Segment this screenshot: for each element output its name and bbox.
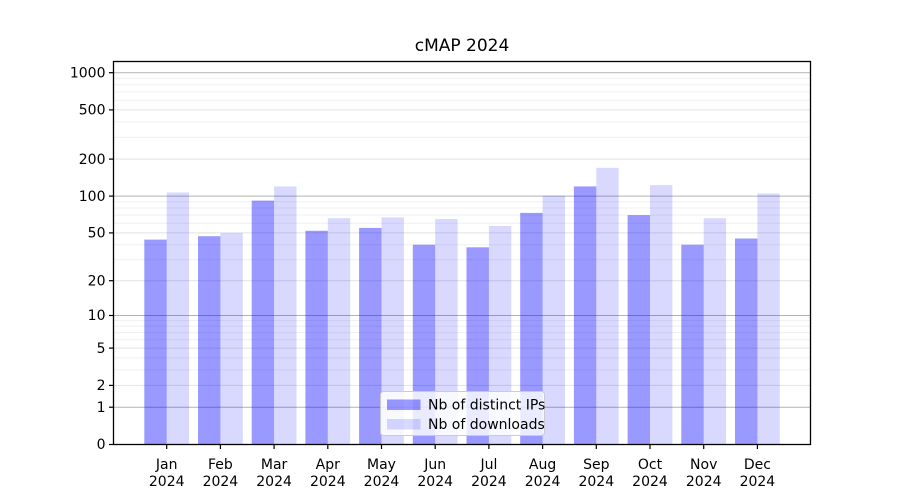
bar-oct-downloads — [650, 185, 673, 445]
bar-jul-downloads — [488, 226, 512, 445]
legend-box — [380, 391, 545, 436]
y-tick-label: 2 — [97, 378, 106, 394]
x-tick-label-year: 2024 — [686, 474, 722, 490]
x-tick-label-month: Jan — [155, 457, 178, 473]
y-tick-label: 100 — [79, 189, 106, 205]
y-tick-label: 0 — [97, 437, 106, 453]
bar-dec-downloads — [757, 193, 780, 445]
x-tick-label-month: Jun — [423, 457, 446, 473]
legend: Nb of distinct IPs Nb of downloads — [380, 391, 545, 436]
y-tick-label: 5 — [97, 341, 106, 357]
legend-swatch-distinct-ips-icon — [387, 399, 421, 410]
x-tick-label-year: 2024 — [310, 474, 346, 490]
y-tick-label: 20 — [88, 273, 106, 289]
legend-swatch-downloads-icon — [387, 419, 421, 430]
y-tick-label: 1000 — [70, 65, 106, 81]
bar-sep-distinct-ips — [573, 186, 597, 445]
x-tick-label-month: Apr — [316, 457, 340, 473]
bar-dec-distinct-ips — [735, 238, 758, 445]
y-tick-label: 500 — [79, 103, 106, 119]
bar-apr-downloads — [327, 218, 351, 445]
bar-may-downloads — [381, 217, 404, 445]
legend-label-distinct-ips: Nb of distinct IPs — [428, 398, 545, 414]
x-tick-label-year: 2024 — [203, 474, 239, 490]
x-tick-label-month: Mar — [261, 457, 288, 473]
x-tick-label-year: 2024 — [471, 474, 507, 490]
legend-label-downloads: Nb of downloads — [428, 417, 545, 433]
x-tick-label-month: Aug — [529, 457, 556, 473]
bar-feb-distinct-ips — [198, 236, 221, 445]
x-tick-label-month: Sep — [583, 457, 610, 473]
bar-aug-distinct-ips — [520, 212, 543, 445]
bar-jan-downloads — [166, 192, 190, 445]
bar-may-distinct-ips — [359, 227, 382, 445]
bar-mar-downloads — [274, 186, 297, 445]
x-tick-label-month: Oct — [638, 457, 663, 473]
bar-mar-distinct-ips — [251, 200, 275, 445]
chart-title: cMAP 2024 — [415, 36, 510, 56]
bar-oct-distinct-ips — [627, 215, 650, 445]
bar-nov-downloads — [703, 218, 727, 445]
bar-nov-distinct-ips — [681, 244, 704, 445]
x-tick-label-year: 2024 — [417, 474, 453, 490]
y-tick-label: 1 — [97, 400, 106, 416]
x-tick-label-month: Feb — [208, 457, 233, 473]
x-tick-label-year: 2024 — [740, 474, 776, 490]
y-tick-label: 50 — [88, 226, 106, 242]
bar-sep-downloads — [596, 167, 619, 445]
x-tick-label-month: Nov — [690, 457, 717, 473]
bar-aug-downloads — [542, 195, 565, 445]
bar-feb-downloads — [220, 232, 243, 445]
plot-border — [112, 60, 812, 446]
bar-jun-downloads — [435, 219, 458, 445]
x-tick-label-month: May — [367, 457, 396, 473]
bar-apr-distinct-ips — [305, 230, 328, 445]
y-tick-label: 200 — [79, 152, 106, 168]
x-tick-label-year: 2024 — [364, 474, 400, 490]
x-tick-label-year: 2024 — [525, 474, 561, 490]
x-tick-label-year: 2024 — [632, 474, 668, 490]
y-tick-label: 10 — [88, 308, 106, 324]
x-tick-label-year: 2024 — [578, 474, 614, 490]
x-tick-label-month: Jul — [479, 457, 497, 473]
x-tick-label-month: Dec — [744, 457, 771, 473]
x-tick-label-year: 2024 — [256, 474, 292, 490]
x-tick-label-year: 2024 — [149, 474, 185, 490]
axes: 01251020501002005001000Jan2024Feb2024Mar… — [70, 60, 812, 490]
bar-jan-distinct-ips — [144, 239, 167, 445]
